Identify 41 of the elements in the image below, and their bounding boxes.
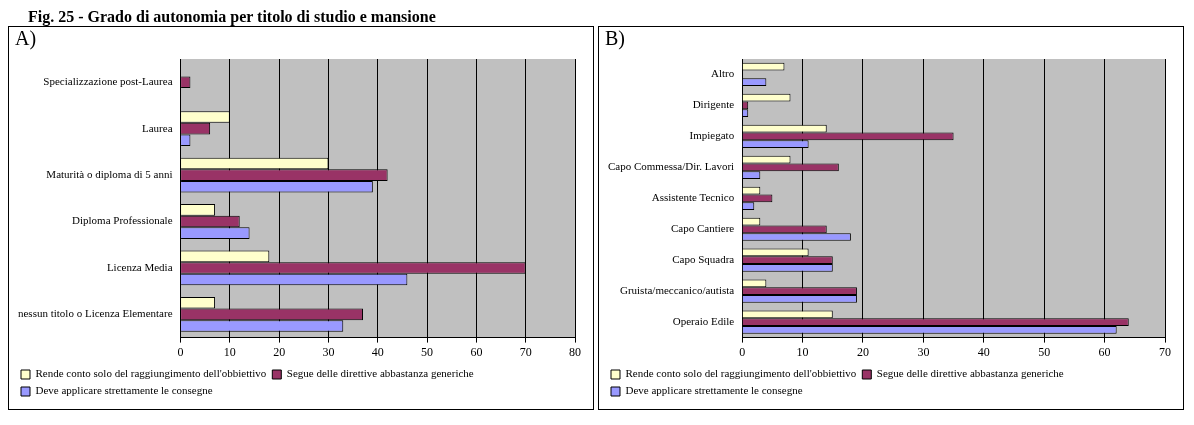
x-tick-label: 20 [273, 344, 286, 359]
x-tick-label: 50 [421, 344, 434, 359]
y-tick-label: Diploma Professionale [72, 214, 173, 227]
y-tick-label: Capo Commessa/Dir. Lavori [607, 160, 735, 173]
y-tick-label: Laurea [142, 121, 173, 134]
text: B) [604, 27, 626, 49]
x-tick-label: 30 [917, 344, 930, 359]
y-tick-label: Maturità o diploma di 5 anni [46, 167, 173, 180]
y-tick-label: Specializzazione post-Laurea [43, 75, 173, 88]
x-tick-label: 10 [223, 344, 236, 359]
x-tick-label: 40 [977, 344, 990, 359]
x-tick-label: 30 [322, 344, 335, 359]
legend-label: Deve applicare strettamente le consegne [35, 384, 213, 397]
x-tick-label: 60 [470, 344, 483, 359]
y-tick-label: Capo Cantiere [670, 222, 735, 235]
legend-label: Segue delle direttive abbastanza generiche [876, 367, 1064, 380]
legend-label: Segue delle direttive abbastanza generiche [286, 367, 474, 380]
y-tick-label: Altro [710, 67, 735, 80]
x-tick-label: 10 [796, 344, 809, 359]
text: A) [14, 27, 38, 49]
y-tick-label: Impiegato [689, 129, 735, 142]
legend-label: Rende conto solo del raggiungimento dell'obbiettivo [625, 367, 857, 380]
x-tick-label: 70 [1159, 344, 1171, 359]
x-tick-label: 40 [371, 344, 384, 359]
y-tick-label: nessun titolo o Licenza Elementare [17, 307, 173, 320]
y-tick-label: Operaio Edile [672, 315, 735, 328]
y-tick-label: Assistente Tecnico [651, 191, 735, 204]
x-tick-label: 20 [856, 344, 869, 359]
legend-label: Rende conto solo del raggiungimento dell'obbiettivo [35, 367, 267, 380]
x-tick-label: 0 [177, 344, 184, 359]
y-tick-label: Licenza Media [106, 260, 173, 273]
y-tick-label: Gruista/meccanico/autista [619, 284, 735, 297]
chart-title: Fig. 25 - Grado di autonomia per titolo di studio e mansione [27, 8, 437, 26]
x-tick-label: 70 [519, 344, 532, 359]
x-tick-label: 0 [739, 344, 746, 359]
x-tick-label: 60 [1098, 344, 1111, 359]
y-tick-label: Dirigente [692, 98, 735, 111]
x-tick-label: 80 [569, 344, 581, 359]
x-tick-label: 50 [1038, 344, 1051, 359]
y-tick-label: Capo Squadra [672, 253, 735, 266]
legend-label: Deve applicare strettamente le consegne [625, 384, 803, 397]
